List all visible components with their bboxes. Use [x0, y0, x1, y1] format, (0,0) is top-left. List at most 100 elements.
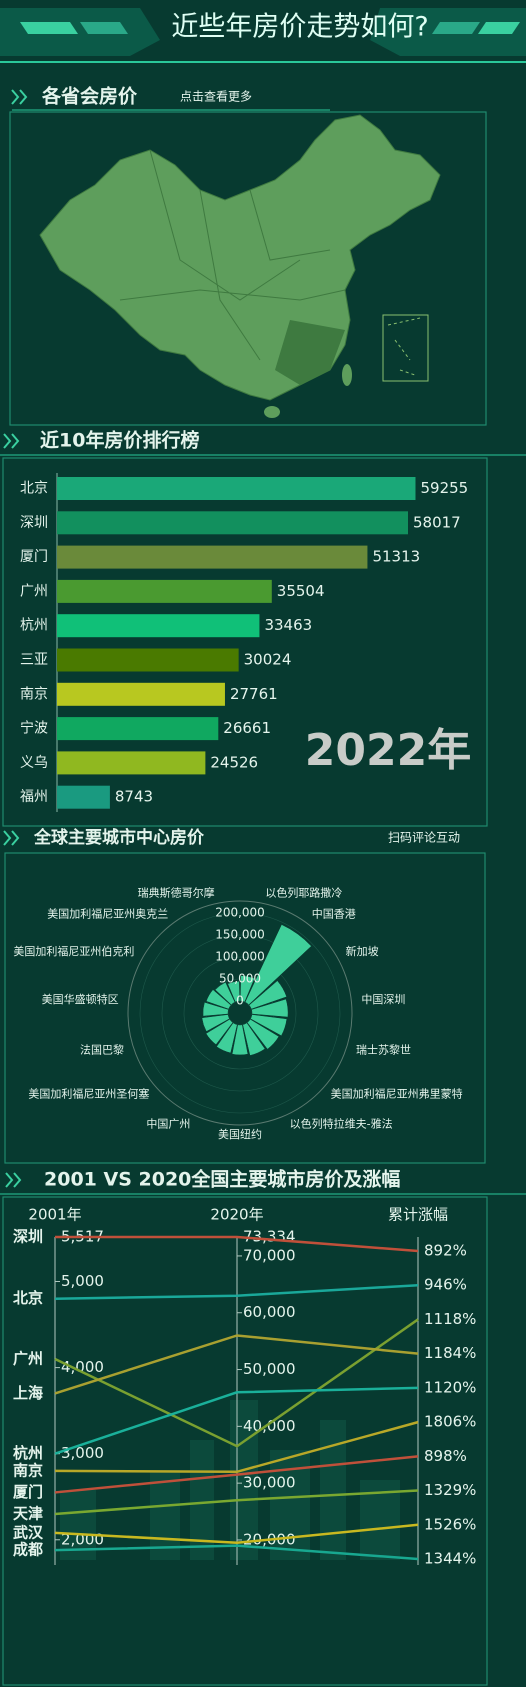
r-tick-label: 100,000 [215, 950, 265, 964]
bar [57, 717, 219, 741]
growth-label: 1120% [424, 1378, 476, 1396]
section-chevrons [3, 433, 20, 449]
year-label: 2022年 [305, 725, 471, 776]
city-line [54, 1318, 419, 1448]
city-line [54, 1386, 419, 1455]
value-label: 26661 [223, 719, 271, 737]
y2-tick-label: 70,000 [243, 1246, 296, 1264]
bar [57, 511, 409, 535]
polar-bar [246, 1018, 280, 1050]
value-label: 35504 [277, 582, 325, 600]
city-line [55, 1235, 419, 1253]
grid-ring [183, 956, 297, 1070]
city-line [54, 1489, 419, 1516]
city-line [54, 1523, 419, 1545]
growth-label: 1329% [424, 1481, 476, 1499]
growth-label: 1118% [424, 1310, 476, 1328]
bar [57, 785, 110, 809]
value-label: 59255 [420, 479, 468, 497]
y-tick-label: 5,000 [61, 1272, 104, 1290]
y-tick-label: 广州 [20, 583, 48, 599]
y-tick-label: 三亚 [20, 652, 48, 668]
page-title: 近些年房价走势如何? [171, 12, 428, 43]
section-chevrons [11, 89, 28, 105]
city-line [54, 1544, 419, 1561]
value-label: 51313 [372, 548, 420, 566]
growth-label: 1526% [424, 1515, 476, 1533]
header-decor [0, 8, 526, 63]
bar [57, 751, 206, 775]
bar [57, 579, 272, 603]
bar [57, 614, 260, 638]
r-tick-label: 150,000 [215, 928, 265, 942]
polar-bar [201, 1014, 230, 1032]
city-line [54, 1334, 419, 1395]
section-title: 各省会房价 [41, 85, 138, 108]
value-label: 24526 [210, 753, 258, 771]
category-label: 中国香港 [312, 907, 356, 920]
city-label: 上海 [13, 1384, 43, 1402]
y-tick-label: 深圳 [20, 515, 48, 531]
category-label: 以色列耶路撒冷 [265, 886, 342, 900]
city-label: 广州 [13, 1349, 43, 1367]
city-line [54, 1455, 419, 1494]
growth-label: 898% [424, 1447, 467, 1465]
city-label: 武汉 [13, 1523, 44, 1541]
category-label: 美国加利福尼亚州伯克利 [13, 944, 134, 958]
polar-bar [248, 980, 287, 1010]
y2-tick-label: 50,000 [243, 1360, 296, 1378]
category-label: 中国广州 [146, 1117, 190, 1130]
growth-label: 1184% [424, 1344, 476, 1362]
value-label: 58017 [413, 513, 461, 531]
value-label: 33463 [264, 616, 312, 634]
category-label: 法国巴黎 [80, 1043, 124, 1057]
bar [57, 648, 239, 672]
y2-tick-label: 40,000 [243, 1417, 296, 1435]
section-title: 2001 VS 2020全国主要城市房价及涨幅 [44, 1168, 400, 1191]
growth-label: 946% [424, 1276, 467, 1294]
polar-bar [250, 1014, 288, 1037]
r-tick-label: 0 [236, 994, 244, 1008]
city-label: 天津 [13, 1504, 43, 1522]
growth-label: 892% [424, 1242, 467, 1260]
bar [57, 477, 416, 500]
outer-ring [127, 900, 353, 1126]
y-tick-label: 福州 [20, 789, 48, 805]
polar-panel [4, 852, 486, 1164]
value-label: 30024 [244, 651, 292, 669]
city-line [54, 1283, 419, 1300]
city-label: 深圳 [13, 1228, 43, 1246]
category-label: 瑞典斯德哥尔摩 [138, 886, 215, 900]
axis-title: 累计涨幅 [388, 1206, 448, 1224]
y2-tick-label: 30,000 [243, 1474, 296, 1492]
axis-title: 2001年 [28, 1206, 81, 1224]
bar [57, 682, 225, 706]
y-tick-label: 义乌 [20, 755, 48, 771]
y2-tick-label: 60,000 [243, 1303, 296, 1321]
y-tick-label: 宁波 [20, 720, 48, 737]
bar [57, 545, 368, 569]
polar-bar [202, 1001, 229, 1017]
comment-link[interactable]: 扫码评论互动 [388, 831, 460, 845]
polar-bar [251, 998, 289, 1018]
r-tick-label: 200,000 [215, 906, 265, 920]
category-label: 美国华盛顿特区 [42, 992, 119, 1006]
polar-bar [242, 1022, 266, 1056]
value-label: 8743 [115, 788, 153, 806]
category-label: 中国深圳 [361, 993, 405, 1006]
china-map[interactable] [39, 114, 441, 418]
city-label: 厦门 [13, 1483, 43, 1501]
section-title: 全球主要城市中心房价 [33, 827, 205, 848]
polar-bar [239, 975, 255, 1003]
bar-panel [2, 457, 488, 827]
y2-tick-label: 73,334 [243, 1228, 296, 1246]
polar-bar [205, 989, 232, 1010]
polar-bar [227, 980, 241, 1003]
category-label: 美国加利福尼亚州奥克兰 [47, 906, 168, 920]
polar-bar [205, 1018, 234, 1046]
more-link[interactable]: 点击查看更多 [180, 90, 252, 104]
y-tick-label: 厦门 [20, 549, 48, 565]
y-tick-label: 杭州 [20, 618, 48, 634]
category-label: 美国纽约 [218, 1127, 262, 1141]
